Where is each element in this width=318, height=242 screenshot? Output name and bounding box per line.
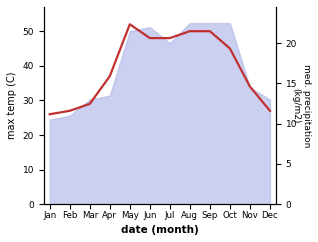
Y-axis label: max temp (C): max temp (C) [7, 72, 17, 139]
Y-axis label: med. precipitation
(kg/m2): med. precipitation (kg/m2) [292, 64, 311, 147]
X-axis label: date (month): date (month) [121, 225, 199, 235]
